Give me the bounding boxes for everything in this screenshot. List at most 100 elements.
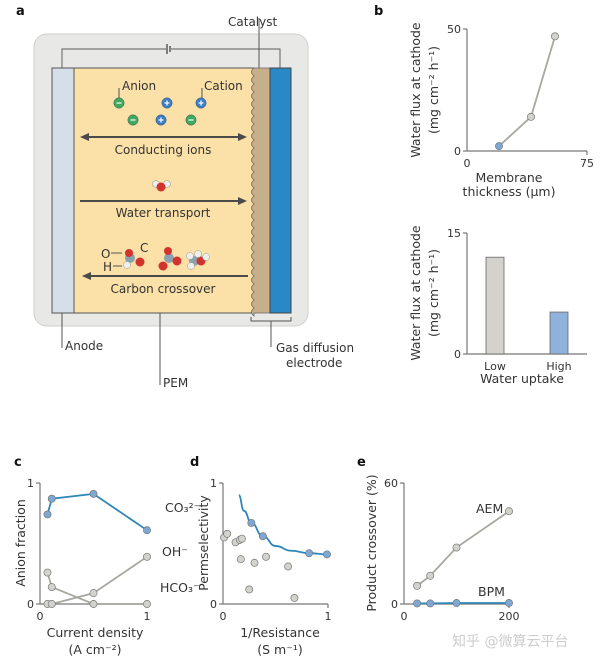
x-tick-label: 0 [464,157,471,170]
data-point [247,518,256,527]
data-point [452,599,461,607]
cell-diagram: Catalyst Anion Cation Conducting ions Wa… [33,15,354,390]
cation-icon [195,97,207,109]
watermark: 知乎 @微算云平台 [452,633,568,650]
x-tick-label: Low [484,360,506,373]
double-arrow-icon [80,133,247,141]
bar-high [549,311,569,355]
data-point [47,600,56,608]
chart-b-line: 0 75 0 50 Water flux at cathode (mg cm⁻² h⁻¹)… [408,22,594,199]
y-tick-label: 50 [447,23,461,36]
x-tick-label: 200 [499,610,520,623]
y-tick-label: 1 [210,477,217,490]
x-tick-label: 0 [37,610,44,623]
series-line [46,492,148,531]
cation-icon [161,97,173,109]
y-tick-label: 0 [454,348,461,361]
data-point [527,112,535,121]
y-tick-label: 0 [391,598,398,611]
data-point [47,583,56,592]
bar-low [485,256,505,355]
data-point [290,594,299,602]
x-tick-label: 1 [325,610,332,623]
x-tick-label: High [546,360,571,373]
data-point [245,585,254,594]
series-line [46,572,147,605]
x-axis-label: 1/Resistance [240,625,320,640]
x-axis-label: Membrane [476,170,543,185]
data-point [143,600,151,608]
battery-icon [166,44,171,54]
series-label: BPM [478,584,505,599]
data-point [89,589,98,598]
anode-label: Anode [65,339,103,353]
x-tick-label: 75 [580,157,594,170]
data-point [551,32,559,41]
series-line [47,556,148,605]
data-point [89,489,98,498]
chart-c-line: 0 1 0 1 Anion fraction Current density (A cm⁻²… [13,477,200,657]
x-axis-label: (A cm⁻²) [69,642,122,657]
series-label: CO₃²⁻ [165,500,200,515]
y-axis-label: Anion fraction [13,499,28,587]
series-label: OH⁻ [162,544,188,559]
right-arrow-icon [80,197,247,205]
x-axis-label: Water uptake [480,371,564,386]
x-axis-label: Current density [47,625,144,640]
y-axis-label: (mg cm⁻² h⁻¹) [426,46,441,134]
data-point [258,532,267,541]
panel-label-c: c [14,455,22,470]
wire-left [61,48,166,68]
cation-icon [155,114,167,126]
y-tick-label: 15 [447,227,461,240]
atom-o-label: O [101,247,110,261]
data-point [323,550,331,559]
data-point [495,142,503,151]
data-point [426,571,435,580]
data-point [47,494,56,503]
gde-label-line2: electrode [286,356,342,370]
anion-icon [113,97,125,109]
water-molecule-icon [152,180,171,192]
anion-icon [127,114,139,126]
data-point [505,507,513,516]
y-axis-label: Water flux at cathode [408,225,423,361]
chart-b-bar: 0 15 Water flux at cathode (mg cm⁻² h⁻¹) Wat… [408,225,587,386]
data-point [43,568,52,577]
data-point [262,552,270,561]
panel-label-a: a [16,4,25,19]
gde-label-line1: Gas diffusion [276,341,354,355]
cation-label: Cation [204,79,243,93]
carbon-species-molecules-icon [111,247,210,271]
panel-label-e: e [357,455,366,470]
carbon-crossover-label: Carbon crossover [111,282,216,296]
water-transport-label: Water transport [116,206,211,220]
data-point [505,599,513,607]
panel-label-b: b [374,4,383,19]
x-tick-label: 0 [401,610,408,623]
anion-label: Anion [122,79,156,93]
y-axis-label: Permselectivity [196,495,211,591]
data-point [236,555,245,564]
charts: 0 75 0 50 Water flux at cathode (mg cm⁻² h⁻¹)… [13,22,594,657]
ions [113,97,207,126]
data-point [413,581,422,590]
data-point [305,549,314,558]
data-point [89,600,98,608]
data-point [43,510,52,519]
chart-d-scatter: 0 1 0 1 Permselectivity 1/Resistance (S m⁻¹) [196,477,332,657]
data-point [237,534,246,543]
series-label: HCO₃⁻ [160,580,200,595]
y-tick-label: 1 [27,477,34,490]
catalyst-layer [251,67,271,317]
pem [73,67,255,314]
data-point [452,543,461,552]
anion-icon [185,114,197,126]
data-point [223,529,232,538]
y-tick-label: 0 [210,598,217,611]
panel-label-d: d [190,455,199,470]
chart-e-line: 0 200 0 60 Product crossover (%) AEM BPM [364,474,520,623]
data-point [250,558,259,567]
y-tick-label: 60 [384,477,398,490]
